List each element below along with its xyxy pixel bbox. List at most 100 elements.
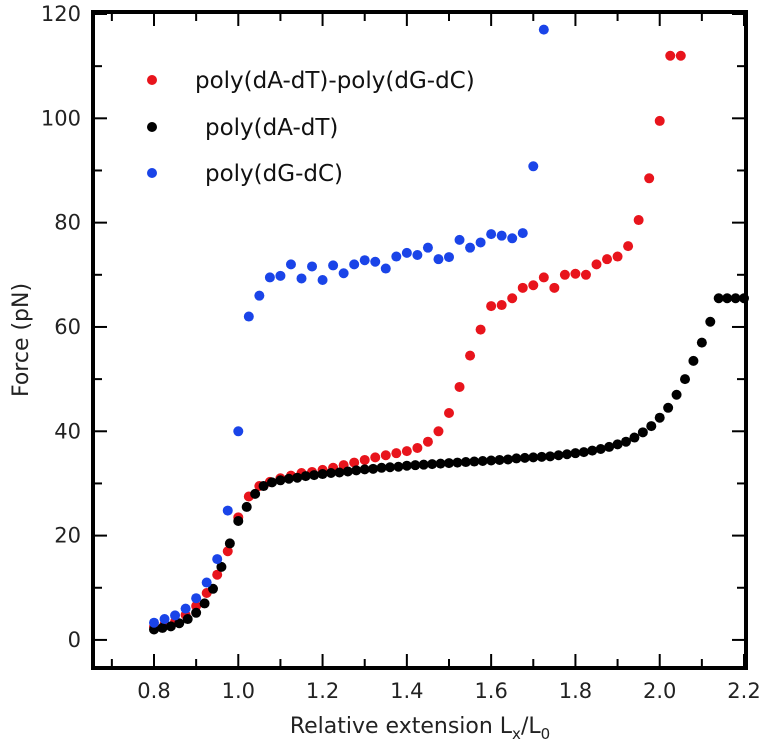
data-point-series-2 xyxy=(254,290,265,301)
x-axis-title: Relative extension Lx/L0 xyxy=(290,714,550,742)
data-point-series-2 xyxy=(222,505,233,516)
data-point-series-2 xyxy=(201,577,212,588)
data-point-series-2 xyxy=(328,260,339,271)
data-point-series-2 xyxy=(538,24,549,35)
data-point-series-0 xyxy=(496,300,507,311)
data-point-series-1 xyxy=(578,447,589,458)
data-point-series-1 xyxy=(688,355,699,366)
data-point-series-1 xyxy=(460,457,471,468)
data-point-series-2 xyxy=(401,247,412,258)
data-point-series-1 xyxy=(671,389,682,400)
y-tick-label: 80 xyxy=(54,211,81,235)
data-point-series-1 xyxy=(680,374,690,385)
data-point-series-1 xyxy=(351,465,362,476)
data-point-series-0 xyxy=(222,546,233,557)
data-point-series-2 xyxy=(370,256,381,267)
data-point-series-2 xyxy=(475,237,486,248)
data-point-series-2 xyxy=(507,233,518,244)
data-point-series-1 xyxy=(494,454,505,465)
data-point-series-1 xyxy=(334,467,345,478)
data-point-series-2 xyxy=(444,252,454,263)
data-point-series-1 xyxy=(401,460,412,471)
data-point-series-1 xyxy=(393,461,404,472)
data-point-series-1 xyxy=(654,412,665,423)
data-point-series-1 xyxy=(258,481,269,492)
data-point-series-1 xyxy=(713,293,724,304)
data-point-series-0 xyxy=(401,446,412,457)
data-point-series-2 xyxy=(233,426,244,437)
x-tick-label: 1.6 xyxy=(474,679,507,703)
data-point-series-1 xyxy=(410,460,421,471)
data-point-series-1 xyxy=(536,451,547,462)
x-tick-label: 0.8 xyxy=(137,679,170,703)
data-point-series-1 xyxy=(233,515,244,526)
data-point-series-1 xyxy=(241,501,252,512)
data-point-series-1 xyxy=(199,598,210,609)
data-point-series-2 xyxy=(465,242,476,253)
data-point-series-2 xyxy=(149,617,159,628)
x-tick-label: 1.2 xyxy=(306,679,339,703)
data-point-series-1 xyxy=(528,452,539,463)
data-point-series-2 xyxy=(422,242,433,253)
data-point-series-1 xyxy=(385,462,395,473)
y-tick-label: 100 xyxy=(41,106,81,130)
data-point-series-1 xyxy=(376,462,387,473)
data-point-series-1 xyxy=(317,469,328,480)
data-point-series-2 xyxy=(296,273,307,284)
data-point-series-1 xyxy=(165,621,176,632)
data-point-series-1 xyxy=(359,464,370,475)
plot-frame xyxy=(91,10,748,670)
data-point-series-0 xyxy=(391,448,402,459)
data-point-series-0 xyxy=(412,442,423,453)
data-point-series-0 xyxy=(570,268,581,279)
y-tick-label: 40 xyxy=(54,419,81,443)
data-point-series-1 xyxy=(629,432,640,443)
data-point-series-1 xyxy=(435,458,446,469)
data-point-series-2 xyxy=(264,272,275,283)
data-point-series-1 xyxy=(208,583,218,594)
data-point-series-2 xyxy=(359,255,370,266)
data-point-series-2 xyxy=(170,610,181,621)
data-point-series-1 xyxy=(477,456,488,467)
data-point-series-2 xyxy=(517,228,528,239)
data-point-series-1 xyxy=(250,488,261,499)
y-axis-title: Force (pN) xyxy=(9,283,34,397)
data-point-series-1 xyxy=(292,472,303,483)
data-point-series-0 xyxy=(528,280,539,291)
data-point-series-1 xyxy=(562,449,572,460)
data-point-series-0 xyxy=(212,569,223,580)
data-point-series-1 xyxy=(621,436,631,447)
data-point-series-1 xyxy=(646,421,657,432)
legend: poly(dA-dT)-poly(dG-dC) poly(dA-dT) poly… xyxy=(147,68,475,187)
data-point-series-2 xyxy=(486,229,497,240)
data-point-series-0 xyxy=(444,408,454,419)
data-point-series-0 xyxy=(654,115,665,126)
data-point-series-1 xyxy=(730,293,741,304)
data-point-series-1 xyxy=(722,293,733,304)
data-point-series-1 xyxy=(191,607,202,618)
data-point-series-1 xyxy=(283,473,294,484)
data-point-series-0 xyxy=(433,426,444,437)
data-point-series-2 xyxy=(454,234,465,245)
data-point-series-1 xyxy=(469,456,480,467)
data-point-series-1 xyxy=(612,439,623,450)
data-point-series-2 xyxy=(285,259,296,270)
y-tick-label: 20 xyxy=(54,524,81,548)
data-point-series-1 xyxy=(275,475,286,486)
data-point-series-2 xyxy=(496,230,507,241)
data-point-series-2 xyxy=(275,270,286,281)
data-point-series-1 xyxy=(503,454,513,465)
data-point-series-1 xyxy=(418,459,429,470)
data-point-series-1 xyxy=(444,458,454,469)
data-point-series-1 xyxy=(637,427,648,438)
data-points xyxy=(149,24,749,635)
data-point-series-1 xyxy=(519,452,530,463)
data-point-series-0 xyxy=(507,293,518,304)
data-point-series-2 xyxy=(191,593,202,604)
data-point-series-1 xyxy=(368,463,379,474)
y-tick-label: 60 xyxy=(54,315,81,339)
data-point-series-0 xyxy=(465,350,476,361)
data-point-series-1 xyxy=(216,561,227,572)
data-point-series-1 xyxy=(182,614,193,625)
data-point-series-0 xyxy=(675,50,686,61)
